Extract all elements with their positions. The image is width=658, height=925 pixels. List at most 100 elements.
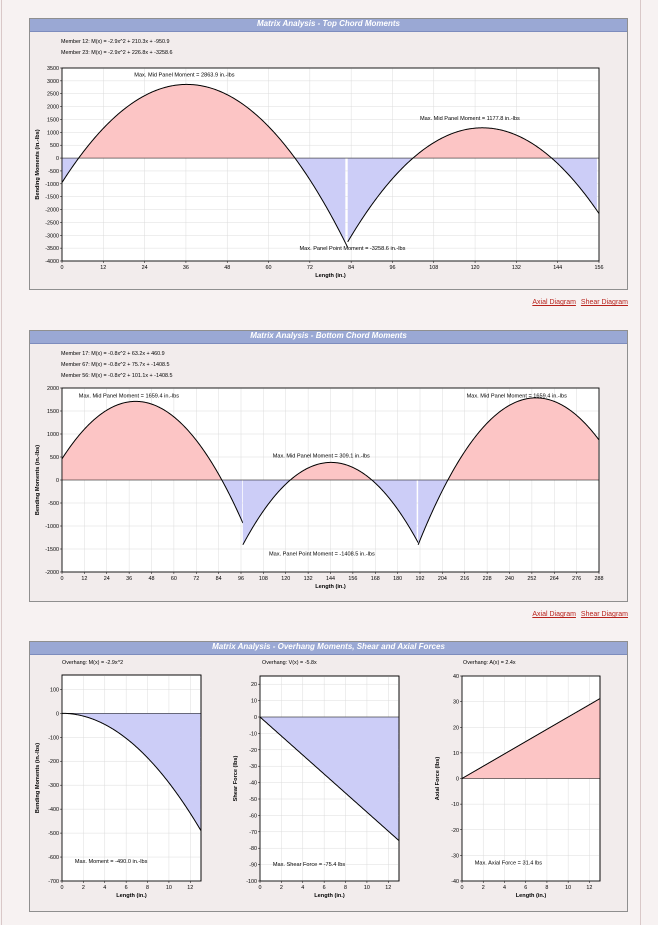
y-tick-label: -500 [48,831,59,837]
x-tick-label: 0 [61,265,64,271]
x-tick-label: 108 [259,576,268,582]
x-tick-label: 12 [385,885,391,891]
y-axis-label: Bending Moments (in.-lbs) [35,129,41,199]
x-tick-label: 228 [483,576,492,582]
y-tick-label: 1000 [47,130,59,136]
x-tick-label: 120 [471,265,480,271]
negative-area [62,158,79,183]
x-tick-label: 0 [461,885,464,891]
axial-diagram-link[interactable]: Axial Diagram [532,611,576,618]
legend-entry: Member 12: M(x) = -2.9x^2 + 210.3x + -95… [61,39,169,45]
diagram-links: Axial Diagram Shear Diagram [527,299,628,306]
y-tick-label: -300 [48,783,59,789]
moment-curve [61,83,349,248]
moment-curve [61,400,244,524]
y-tick-label: 2500 [47,92,59,98]
y-axis-label: Axial Force (lbs) [435,757,441,801]
y-tick-label: 0 [56,156,59,162]
y-tick-label: 500 [50,455,59,461]
y-tick-label: -2000 [45,208,59,214]
x-tick-label: 10 [565,885,571,891]
moment-curve [461,698,601,779]
y-tick-label: -1500 [45,547,59,553]
panel-title: Matrix Analysis - Top Chord Moments [30,19,627,32]
y-tick-label: 2000 [47,386,59,392]
x-tick-label: 84 [348,265,354,271]
y-tick-label: 30 [453,700,459,706]
y-tick-label: -50 [249,797,257,803]
y-axis-label: Shear Force (lbs) [233,756,239,802]
y-tick-label: 20 [251,682,257,688]
y-tick-label: 0 [56,711,59,717]
legend-entry: Member 56: M(x) = -0.8x^2 + 101.1x + -14… [61,373,172,379]
panel-title: Matrix Analysis - Overhang Moments, Shea… [30,642,627,655]
x-tick-label: 168 [371,576,380,582]
negative-area [242,480,291,545]
moment-curve [242,461,419,546]
x-tick-label: 4 [503,885,506,891]
y-tick-label: -30 [249,764,257,770]
x-tick-label: 48 [149,576,155,582]
y-tick-label: 100 [50,687,59,693]
y-tick-label: -400 [48,807,59,813]
y-tick-label: 20 [453,725,459,731]
x-tick-label: 4 [103,885,106,891]
y-tick-label: 1500 [47,409,59,415]
negative-area [371,480,417,540]
x-tick-label: 60 [171,576,177,582]
x-tick-label: 24 [142,265,148,271]
shear-diagram-link[interactable]: Shear Diagram [580,299,628,306]
annotation-label: Max. Mid Panel Moment = 1177.8 in.-lbs [420,116,520,122]
legend-entry: Overhang: A(x) = 2.4x [463,660,516,666]
y-tick-label: -100 [246,879,257,885]
y-tick-label: -40 [249,781,257,787]
x-tick-label: 252 [527,576,536,582]
x-tick-label: 72 [193,576,199,582]
axial-diagram-link[interactable]: Axial Diagram [532,299,576,306]
y-tick-label: -500 [48,501,59,507]
x-tick-label: 288 [595,576,604,582]
bottom-chord-chart: Member 17: M(x) = -0.8x^2 + 63.2x + 460.… [35,351,604,590]
y-tick-label: -2500 [45,220,59,226]
x-tick-label: 96 [238,576,244,582]
annotation-label: Max. Mid Panel Moment = 309.1 in.-lbs [273,453,370,459]
x-tick-label: 156 [595,265,604,271]
positive-area [62,401,222,480]
moment-curve [62,712,202,831]
y-tick-label: -2000 [45,570,59,576]
x-tick-label: 132 [304,576,313,582]
positive-area [413,127,552,159]
negative-area [62,713,201,830]
annotation-label: Max. Mid Panel Moment = 1659.4 in.-lbs [79,394,179,400]
top-chord-panel: Matrix Analysis - Top Chord Moments Memb… [29,18,628,290]
x-tick-label: 8 [344,885,347,891]
x-tick-label: 2 [82,885,85,891]
moment-curve [417,397,600,545]
y-tick-label: -90 [249,863,257,869]
x-tick-label: 6 [323,885,326,891]
annotation-label: Max. Mid Panel Moment = 1659.4 in.-lbs [467,394,567,400]
x-tick-label: 6 [125,885,128,891]
x-tick-label: 144 [553,265,562,271]
shear-diagram-link[interactable]: Shear Diagram [580,611,628,618]
y-tick-label: 40 [453,674,459,680]
y-tick-label: 2000 [47,105,59,111]
y-tick-label: 0 [56,478,59,484]
x-tick-label: 10 [364,885,370,891]
annotation-label: Max. Panel Point Moment = -3258.6 in.-lb… [300,246,406,252]
x-tick-label: 2 [482,885,485,891]
overhang-panel: Matrix Analysis - Overhang Moments, Shea… [29,641,628,912]
y-tick-label: 3000 [47,79,59,85]
y-tick-label: 10 [453,751,459,757]
negative-area [294,158,346,243]
x-tick-label: 0 [61,885,64,891]
x-tick-label: 0 [61,576,64,582]
y-tick-label: 500 [50,143,59,149]
plot-border [461,675,601,882]
legend-entry: Member 17: M(x) = -0.8x^2 + 63.2x + 460.… [61,351,165,357]
y-tick-label: -200 [48,759,59,765]
x-tick-label: 0 [259,885,262,891]
y-tick-label: -3500 [45,246,59,252]
y-tick-label: -500 [48,169,59,175]
y-tick-label: -30 [451,853,459,859]
